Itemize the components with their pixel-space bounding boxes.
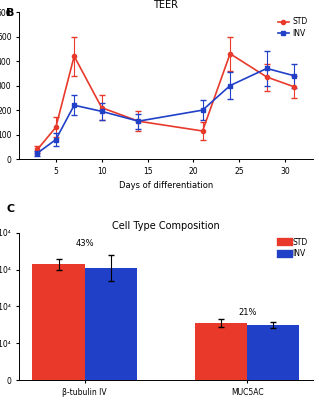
Bar bbox=[247, 325, 299, 380]
Text: 43%: 43% bbox=[75, 240, 94, 248]
Legend: STD, INV: STD, INV bbox=[276, 16, 309, 39]
Text: C: C bbox=[6, 204, 14, 214]
Bar bbox=[33, 264, 85, 380]
X-axis label: Days of differentiation: Days of differentiation bbox=[119, 181, 213, 190]
Title: TEER: TEER bbox=[153, 0, 178, 10]
Text: B: B bbox=[6, 8, 15, 18]
Bar bbox=[195, 323, 247, 380]
Legend: STD, INV: STD, INV bbox=[280, 237, 309, 260]
Title: Cell Type Composition: Cell Type Composition bbox=[112, 221, 220, 231]
Bar bbox=[85, 268, 137, 380]
Text: 21%: 21% bbox=[238, 308, 256, 316]
